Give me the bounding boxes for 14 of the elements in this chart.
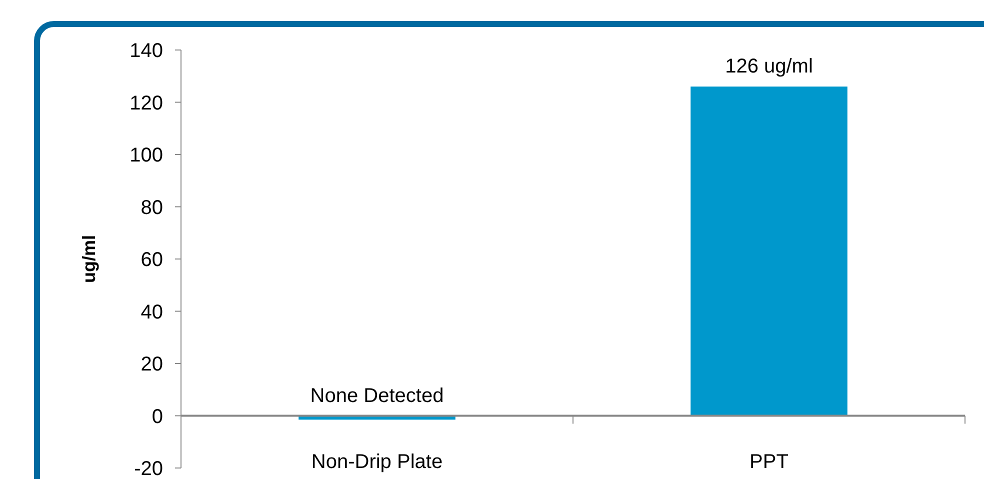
x-tick-label: Non-Drip Plate bbox=[311, 451, 443, 473]
y-tick-label: 0 bbox=[152, 406, 163, 428]
data-label: 126 ug/ml bbox=[725, 56, 813, 78]
y-tick-label: 60 bbox=[140, 249, 163, 271]
y-axis-title: ug/ml bbox=[79, 235, 99, 283]
x-tick-label: PPT bbox=[750, 451, 788, 473]
y-tick-label: 140 bbox=[130, 40, 163, 62]
y-tick-label: -20 bbox=[134, 458, 163, 479]
y-tick-label: 40 bbox=[140, 301, 163, 324]
y-tick-label: 120 bbox=[130, 92, 163, 114]
y-tick-label: 100 bbox=[130, 144, 163, 166]
data-label: None Detected bbox=[310, 384, 444, 407]
y-tick-label: 80 bbox=[140, 196, 163, 219]
y-tick-label: 20 bbox=[140, 354, 163, 376]
